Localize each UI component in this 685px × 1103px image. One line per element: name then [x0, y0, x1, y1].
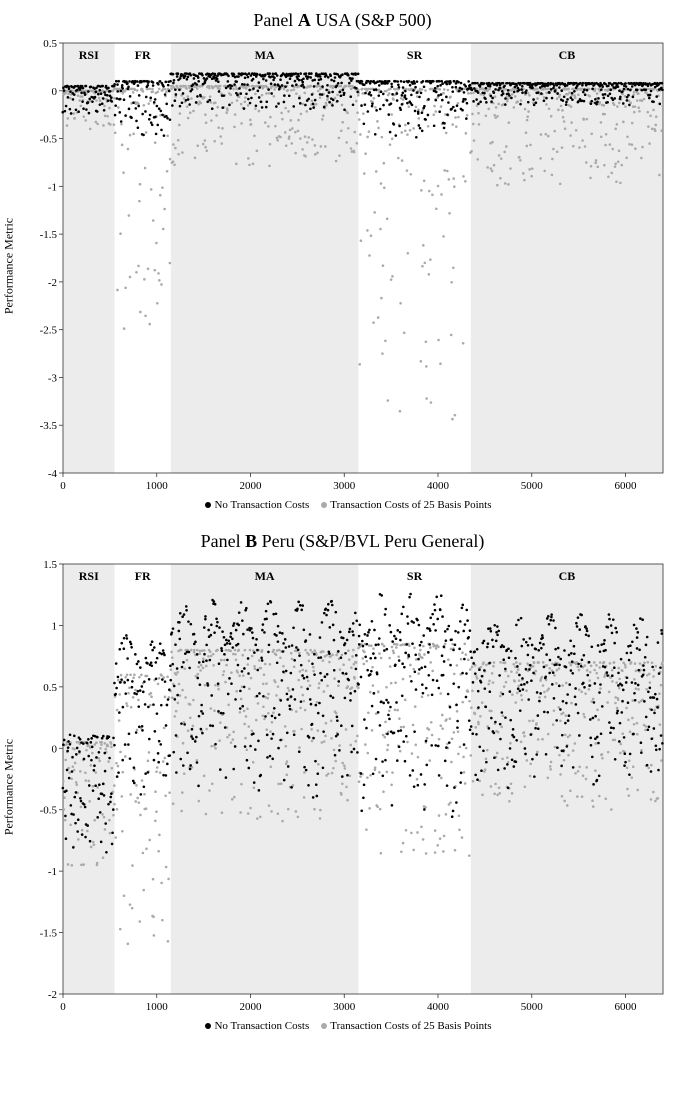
svg-text:1000: 1000	[145, 480, 168, 492]
svg-text:1000: 1000	[145, 1001, 168, 1013]
svg-text:0: 0	[60, 1001, 66, 1013]
svg-text:5000: 5000	[520, 1001, 543, 1013]
legend-label: No Transaction Costs	[214, 499, 309, 511]
panel-a-chart-wrap: Performance Metric -4-3.5-3-2.5-2-1.5-1-…	[23, 37, 663, 495]
svg-text:FR: FR	[134, 569, 150, 583]
svg-text:0.5: 0.5	[43, 682, 57, 694]
svg-text:1: 1	[51, 620, 57, 632]
svg-text:-1: -1	[47, 181, 56, 193]
svg-text:-3.5: -3.5	[39, 420, 57, 432]
title-prefix: Panel	[253, 10, 298, 30]
panel-a-chart: -4 -3.5 -3 -2.5 -2 -1.5 -1 -0.5 0 0.5 0 1000 2000 300…	[23, 37, 669, 495]
svg-text:2000: 2000	[239, 1001, 262, 1013]
svg-text:SR: SR	[406, 569, 422, 583]
legend-dot	[205, 1023, 211, 1029]
svg-text:4000: 4000	[427, 480, 450, 492]
svg-text:2000: 2000	[239, 480, 262, 492]
svg-text:RSI: RSI	[78, 48, 98, 62]
legend-dot	[321, 1023, 327, 1029]
svg-text:-1.5: -1.5	[39, 229, 57, 241]
panel-a-ylabel: Performance Metric	[1, 218, 16, 314]
svg-text:-0.5: -0.5	[39, 134, 57, 146]
title-suffix: Peru (S&P/BVL Peru General)	[257, 531, 484, 551]
panel-a: Panel A USA (S&P 500) Performance Metric…	[10, 10, 675, 511]
svg-text:-1: -1	[47, 866, 56, 878]
svg-text:0.5: 0.5	[43, 38, 57, 50]
legend-label: Transaction Costs of 25 Basis Points	[330, 1020, 491, 1032]
title-letter: B	[245, 531, 257, 551]
panel-b-legend: No Transaction Costs Transaction Costs of…	[10, 1020, 675, 1032]
svg-text:0: 0	[51, 743, 57, 755]
svg-text:MA: MA	[254, 569, 274, 583]
svg-text:3000: 3000	[333, 480, 356, 492]
svg-text:-1.5: -1.5	[39, 928, 57, 940]
svg-text:SR: SR	[406, 48, 422, 62]
svg-text:RSI: RSI	[78, 569, 98, 583]
svg-text:CB: CB	[558, 48, 575, 62]
legend-label: Transaction Costs of 25 Basis Points	[330, 499, 491, 511]
panel-b-ylabel: Performance Metric	[1, 739, 16, 835]
svg-text:6000: 6000	[614, 480, 637, 492]
svg-text:-4: -4	[47, 468, 57, 480]
svg-text:4000: 4000	[427, 1001, 450, 1013]
svg-text:CB: CB	[558, 569, 575, 583]
panel-b: Panel B Peru (S&P/BVL Peru General) Perf…	[10, 531, 675, 1032]
title-letter: A	[298, 10, 311, 30]
svg-text:0: 0	[51, 86, 57, 98]
svg-text:6000: 6000	[614, 1001, 637, 1013]
svg-text:-2: -2	[47, 989, 56, 1001]
legend-label: No Transaction Costs	[214, 1020, 309, 1032]
panel-a-legend: No Transaction Costs Transaction Costs of…	[10, 499, 675, 511]
svg-text:5000: 5000	[520, 480, 543, 492]
svg-text:-0.5: -0.5	[39, 805, 57, 817]
svg-text:FR: FR	[134, 48, 150, 62]
svg-text:0: 0	[60, 480, 66, 492]
legend-dot	[321, 502, 327, 508]
svg-text:1.5: 1.5	[43, 559, 57, 571]
svg-text:-2.5: -2.5	[39, 325, 57, 337]
panel-b-title: Panel B Peru (S&P/BVL Peru General)	[10, 531, 675, 552]
legend-dot	[205, 502, 211, 508]
svg-text:MA: MA	[254, 48, 274, 62]
title-prefix: Panel	[201, 531, 246, 551]
panel-b-chart-wrap: Performance Metric -2-1.5-1-0.500.511.50…	[23, 558, 663, 1016]
panel-b-chart: -2 -1.5 -1 -0.5 0 0.5 1 1.5 0 1000 2000 3000 4000 500…	[23, 558, 669, 1016]
title-suffix: USA (S&P 500)	[311, 10, 432, 30]
svg-text:-2: -2	[47, 277, 56, 289]
svg-text:-3: -3	[47, 372, 57, 384]
panel-a-title: Panel A USA (S&P 500)	[10, 10, 675, 31]
svg-text:3000: 3000	[333, 1001, 356, 1013]
